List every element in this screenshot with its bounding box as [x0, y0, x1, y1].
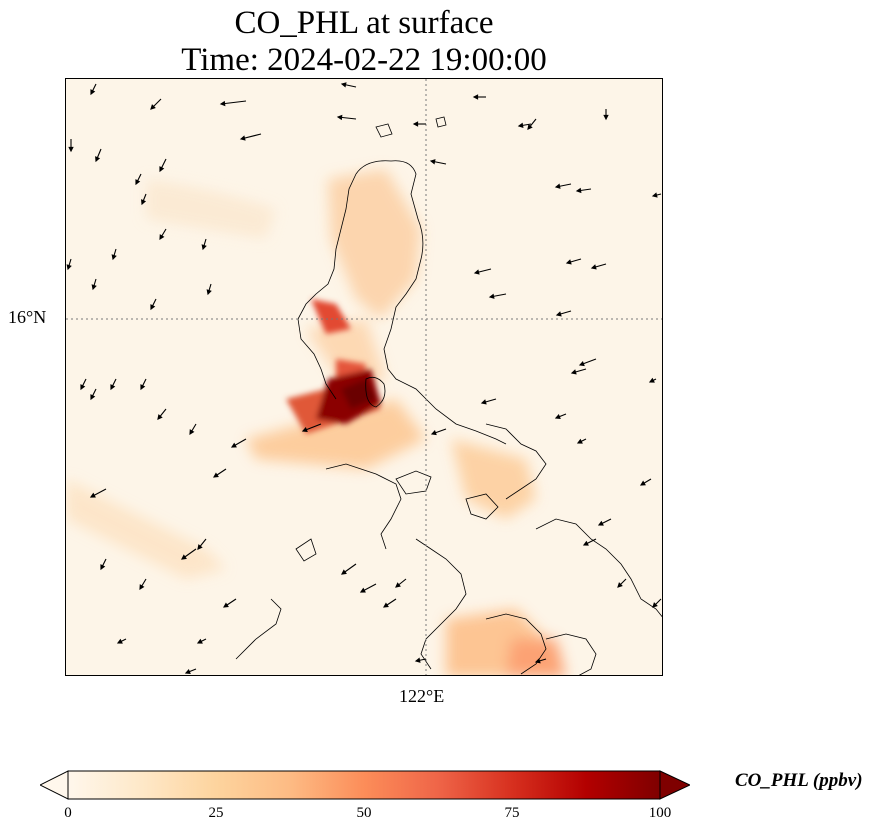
latitude-label: 16°N	[8, 307, 47, 327]
wind-vectors	[66, 82, 662, 674]
colorbar	[40, 770, 690, 800]
map-title-line-2: Time: 2024-02-22 19:00:00	[181, 42, 547, 78]
colorbar-gradient	[67, 770, 661, 800]
colorbar-extend-min	[40, 770, 69, 800]
colorbar-extend-max	[659, 770, 690, 800]
coastlines	[235, 116, 662, 675]
map-canvas	[66, 79, 662, 675]
map-title-line-1: CO_PHL at surface	[234, 5, 494, 41]
colorbar-tick: 50	[356, 805, 372, 821]
colorbar-tick: 100	[648, 805, 672, 821]
colorbar-tick: 75	[504, 805, 520, 821]
longitude-label: 122°E	[399, 686, 445, 706]
concentration-field	[66, 169, 566, 675]
colorbar-label: CO_PHL (ppbv)	[735, 770, 863, 791]
colorbar-tick: 0	[64, 805, 72, 821]
colorbar-tick: 25	[208, 805, 224, 821]
co-concentration-map	[65, 78, 663, 676]
